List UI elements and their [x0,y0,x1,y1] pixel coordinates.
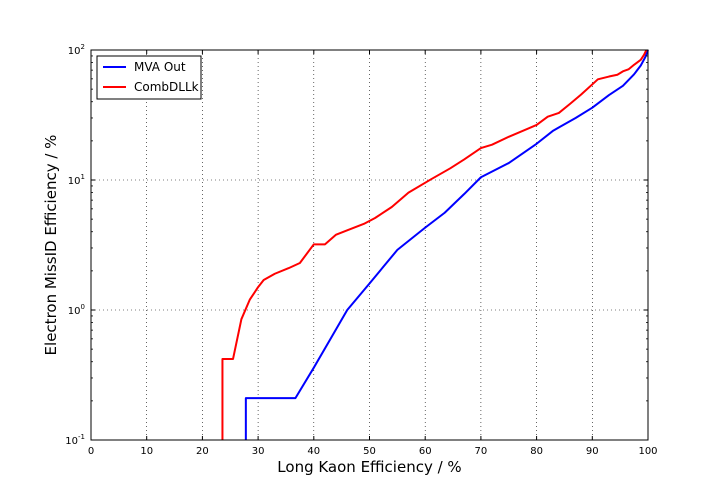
x-tick-label: 80 [530,446,543,457]
legend-box [96,55,202,100]
legend-label-combdllk: CombDLLk [134,80,199,94]
x-tick-label: 100 [638,446,657,457]
legend: MVA Out CombDLLk [96,55,202,100]
x-tick-label: 20 [196,446,209,457]
x-tick-label: 0 [88,446,94,457]
series-lines [221,49,649,440]
x-axis-label: Long Kaon Efficiency / % [277,458,461,476]
y-tick-labels: 10-1 100 101 102 [65,43,85,447]
plot-frame [90,49,649,441]
y-axis-label: Electron MissID Efficiency / % [42,135,60,356]
y-tick-label: 100 [68,303,85,317]
series-line-combdllk [221,49,648,440]
legend-label-mva-out: MVA Out [134,60,186,74]
y-tick-label: 10-1 [65,433,85,447]
series-line-mva-out [244,49,649,440]
y-tick-label: 101 [68,173,85,187]
x-tick-label: 10 [140,446,153,457]
x-tick-label: 60 [419,446,432,457]
y-tick-label: 102 [68,43,85,57]
x-tick-label: 50 [363,446,376,457]
x-tick-label: 30 [252,446,265,457]
x-tick-labels: 0 10 20 30 40 50 60 70 80 90 100 [88,446,658,457]
x-tick-label: 70 [475,446,488,457]
x-tick-label: 90 [586,446,599,457]
x-tick-label: 40 [307,446,320,457]
